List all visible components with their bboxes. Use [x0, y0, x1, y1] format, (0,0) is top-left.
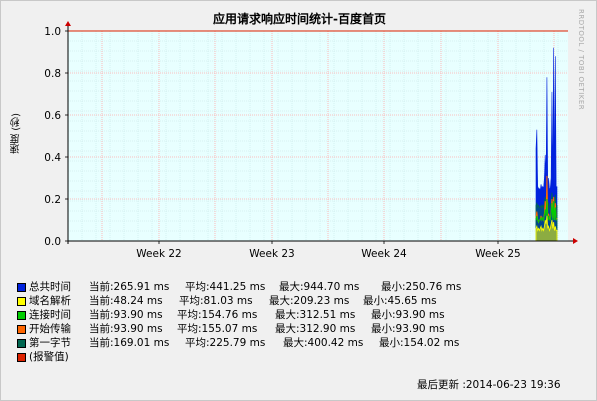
legend-current: 当前:265.91 ms — [89, 281, 170, 293]
x-tick-label: Week 25 — [475, 248, 520, 260]
legend-label: 总共时间 — [29, 281, 71, 293]
y-tick-label: 0.8 — [44, 68, 61, 80]
legend-label: 开始传输 — [29, 323, 71, 335]
plot-background — [68, 31, 568, 241]
legend-swatch — [17, 283, 26, 292]
legend-maximum: 最大:944.70 ms — [279, 281, 360, 293]
legend-average: 平均:81.03 ms — [179, 295, 253, 307]
chart-title: 应用请求响应时间统计-百度首页 — [213, 12, 386, 26]
legend-average: 平均:225.79 ms — [185, 337, 266, 349]
legend-minimum: 最小:93.90 ms — [371, 323, 445, 335]
legend-swatch — [17, 339, 26, 348]
x-axis-arrow — [573, 238, 578, 244]
legend-current: 当前:93.90 ms — [89, 309, 163, 321]
legend-minimum: 最小:250.76 ms — [381, 281, 462, 293]
legend-current: 当前:93.90 ms — [89, 323, 163, 335]
legend-maximum: 最大:312.51 ms — [275, 309, 356, 321]
legend-current: 当前:48.24 ms — [89, 295, 163, 307]
y-tick-label: 0.2 — [44, 194, 61, 206]
legend-maximum: 最大:400.42 ms — [283, 337, 364, 349]
legend-swatch — [17, 325, 26, 334]
legend-maximum: 最大:209.23 ms — [269, 295, 350, 307]
legend-label: 第一字节 — [29, 337, 71, 349]
y-tick-label: 0.6 — [44, 110, 61, 122]
y-tick-label: 0.0 — [44, 236, 61, 248]
legend-minimum: 最小:93.90 ms — [371, 309, 445, 321]
x-tick-label: Week 23 — [249, 248, 294, 260]
legend-label: 连接时间 — [29, 309, 71, 321]
legend-swatch — [17, 353, 26, 362]
last-updated: 最后更新 :2014-06-23 19:36 — [417, 379, 561, 391]
rrdtool-watermark: RRDTOOL / TOBI OETIKER — [577, 9, 585, 111]
y-tick-label: 0.4 — [44, 152, 61, 164]
legend-maximum: 最大:312.90 ms — [275, 323, 356, 335]
legend-swatch — [17, 311, 26, 320]
legend-label: 域名解析 — [29, 295, 71, 307]
y-axis-arrow — [65, 21, 71, 26]
legend-label: (报警值) — [29, 351, 69, 363]
legend-minimum: 最小:45.65 ms — [363, 295, 437, 307]
legend-swatch — [17, 297, 26, 306]
legend-minimum: 最小:154.02 ms — [379, 337, 460, 349]
series-connect-line — [535, 198, 557, 224]
legend-current: 当前:169.01 ms — [89, 337, 170, 349]
legend-average: 平均:154.76 ms — [177, 309, 258, 321]
x-tick-label: Week 24 — [361, 248, 407, 260]
legend-average: 平均:155.07 ms — [177, 323, 258, 335]
x-tick-label: Week 22 — [136, 248, 181, 260]
chart-plot: 0.0 0.2 0.4 0.6 0.8 1.0 Week 22 Week 23 Week 24 W… — [44, 21, 578, 260]
legend-average: 平均:441.25 ms — [185, 281, 266, 293]
y-tick-label: 1.0 — [44, 26, 61, 38]
series-dns-area — [535, 215, 558, 242]
